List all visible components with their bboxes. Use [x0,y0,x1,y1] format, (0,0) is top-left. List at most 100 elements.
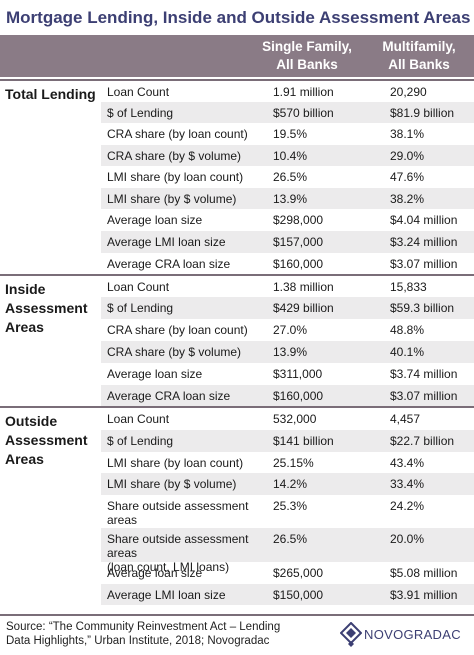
row-label: Loan Count [107,85,273,99]
row-label: Average loan size [107,213,273,227]
single-family-value: $311,000 [273,367,323,381]
row-label-line: $ of Lending [107,301,174,315]
multifamily-value: 47.6% [390,170,425,184]
row-label: Share outside assessment areas (loan coun… [107,532,273,574]
multifamily-value: 29.0% [390,149,425,163]
row-label-line: Loan Count [107,412,170,426]
multifamily-value: $22.7 billion [390,434,455,448]
multifamily-value: 48.8% [390,323,425,337]
source-line: Source: “The Community Reinvestment Act … [6,621,281,633]
novogradac-logo: NOVOGRADAC [340,620,470,650]
multifamily-value: 20.0% [390,532,425,546]
multifamily-value: 24.2% [390,499,425,513]
single-family-value: $265,000 [273,566,324,580]
multifamily-value: 33.4% [390,477,425,491]
column-header-line: All Banks [276,57,338,72]
row-label-line: (loan count, LMI loans) [107,560,230,574]
row-label-line: $ of Lending [107,434,174,448]
table-row: LMI share (by loan count) 25.15% 43.4% [101,452,474,473]
row-label: CRA share (by loan count) [107,127,273,141]
row-label-line: Average loan size [107,213,203,227]
row-label-line: LMI share (by loan count) [107,456,244,470]
row-label-line: CRA share (by $ volume) [107,345,242,359]
single-family-value: $429 billion [273,301,334,315]
single-family-value: 1.38 million [273,280,334,294]
table-row: $ of Lending $141 billion $22.7 billion [101,430,474,452]
separator [0,406,474,408]
row-label: Average LMI loan size [107,235,273,249]
multifamily-value: $4.04 million [390,213,458,227]
column-header-line: Single Family, [262,39,352,54]
single-family-value: $160,000 [273,257,324,271]
section-title: Inside Assessment Areas [5,280,101,337]
table-row: $ of Lending $429 billion $59.3 billion [101,297,474,319]
section-title-line: Assessment [5,432,88,448]
row-label-line: Average LMI loan size [107,588,226,602]
table-row: Average LMI loan size $150,000 $3.91 milli… [101,584,474,605]
multifamily-value: 38.2% [390,192,425,206]
row-label-line: LMI share (by loan count) [107,170,244,184]
row-label: CRA share (by $ volume) [107,345,273,359]
row-label-line: Average loan size [107,566,203,580]
table-row: Share outside assessment areas($value, L… [101,495,474,541]
row-label-line: Share outside assessment areas [107,532,249,560]
table-row: Average CRA loan size $160,000 $3.07 milli… [101,385,474,406]
table-row: Average LMI loan size $157,000 $3.24 milli… [101,231,474,253]
row-label-line: Loan Count [107,280,170,294]
section-title-line: Areas [5,319,44,335]
row-label: Average CRA loan size [107,389,273,403]
multifamily-value: $59.3 billion [390,301,455,315]
table-row: CRA share (by $ volume) 10.4% 29.0% [101,145,474,166]
single-family-value: 13.9% [273,192,308,206]
table-row: Loan Count 532,000 4,457 [101,408,474,430]
row-label-line: Loan Count [107,85,170,99]
column-header-single-family: Single Family, All Banks [248,35,366,77]
row-label: Average LMI loan size [107,588,273,602]
table-row: LMI share (by $ volume) 14.2% 33.4% [101,473,474,495]
single-family-value: $570 billion [273,106,334,120]
separator [0,274,474,276]
row-label: LMI share (by loan count) [107,456,273,470]
row-label-line: Average loan size [107,367,203,381]
multifamily-value: 4,457 [390,412,421,426]
single-family-value: $298,000 [273,213,324,227]
separator [0,79,474,81]
table-row: $ of Lending $570 billion $81.9 billion [101,102,474,123]
table-row: Average loan size $265,000 $5.08 million [101,562,474,584]
single-family-value: 13.9% [273,345,308,359]
table-row: CRA share (by $ volume) 13.9% 40.1% [101,341,474,363]
multifamily-value: $5.08 million [390,566,458,580]
single-family-value: $141 billion [273,434,334,448]
column-header-line: All Banks [388,57,450,72]
table-row: LMI share (by loan count) 26.5% 47.6% [101,166,474,188]
multifamily-value: $3.24 million [390,235,458,249]
novogradac-diamond-logo-icon [340,622,362,647]
table-row: Average loan size $298,000 $4.04 million [101,209,474,231]
section-title: Outside Assessment Areas [5,412,101,469]
multifamily-value: $3.91 million [390,588,458,602]
table-row: Loan Count 1.91 million 20,290 [101,81,474,102]
section-title-line: Assessment [5,300,88,316]
table-row: Average loan size $311,000 $3.74 million [101,363,474,385]
separator [0,614,474,616]
source-line: Data Highlights,” Urban Institute, 2018;… [6,635,270,647]
row-label-line: Average CRA loan size [107,389,231,403]
single-family-value: 10.4% [273,149,308,163]
multifamily-value: $81.9 billion [390,106,455,120]
row-label: Average CRA loan size [107,257,273,271]
single-family-value: $157,000 [273,235,324,249]
section-title-line: Areas [5,451,44,467]
single-family-value: 14.2% [273,477,308,491]
table-row: LMI share (by $ volume) 13.9% 38.2% [101,188,474,209]
row-label: CRA share (by loan count) [107,323,273,337]
row-label-line: CRA share (by $ volume) [107,149,242,163]
multifamily-value: $3.74 million [390,367,458,381]
single-family-value: 26.5% [273,170,308,184]
row-label-line: Average CRA loan size [107,257,231,271]
row-label: LMI share (by $ volume) [107,192,273,206]
table-row: Average CRA loan size $160,000 $3.07 milli… [101,253,474,274]
section-title-line: Total Lending [5,86,96,102]
row-label-line: CRA share (by loan count) [107,127,248,141]
single-family-value: 25.15% [273,456,314,470]
section-title-line: Inside [5,281,46,297]
